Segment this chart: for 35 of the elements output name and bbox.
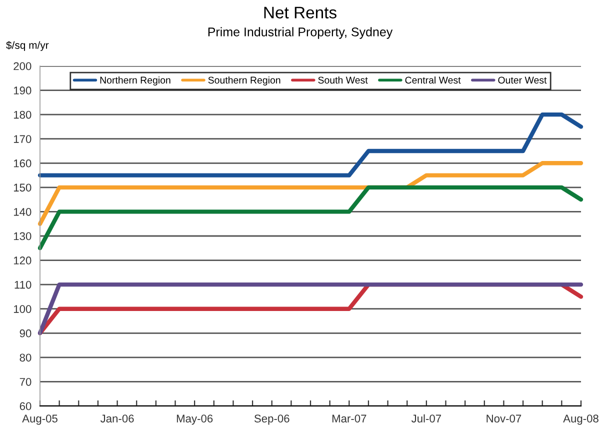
y-tick-label: 140 [14,208,32,216]
y-tick-label: 170 [14,135,32,143]
y-tick-label: 150 [14,184,32,192]
y-axis-title: $/sq m/yr [6,41,49,51]
chart-title: Net Rents [264,6,336,18]
legend-label: Central West [405,76,461,84]
y-tick-label: 190 [14,86,32,94]
chart-subtitle: Prime Industrial Property, Sydney [208,27,393,39]
x-tick-label: Aug-08 [563,414,598,425]
line-series [38,161,584,226]
legend-label: Northern Region [100,76,170,86]
x-tick-label: May-06 [176,414,213,425]
x-tick-label: Sep-06 [254,414,290,425]
x-tick-label: Aug-05 [22,414,58,425]
y-tick-label: 110 [14,280,32,289]
line-series [38,185,584,250]
y-tick-label: 200 [14,62,32,70]
x-tick-label: Mar-07 [332,414,366,422]
y-tick-label: 100 [14,305,32,313]
x-tick-label: Nov-07 [486,414,522,422]
y-tick-label: 80 [20,354,32,362]
y-tick-label: 160 [14,159,32,168]
y-tick-label: 130 [14,232,32,240]
y-tick-label: 70 [20,378,32,386]
line-series [38,112,584,178]
y-tick-label: 180 [14,110,32,119]
line-series [38,282,584,336]
legend-label: Southern Region [208,76,280,86]
y-tick-label: 90 [20,329,32,338]
x-tick-label: Jan-06 [100,414,134,422]
y-tick-label: 120 [14,256,32,264]
legend-label: Outer West [498,76,547,84]
x-tick-label: Jul-07 [411,414,442,422]
y-tick-label: 60 [20,402,32,410]
legend-label: South West [318,76,368,84]
